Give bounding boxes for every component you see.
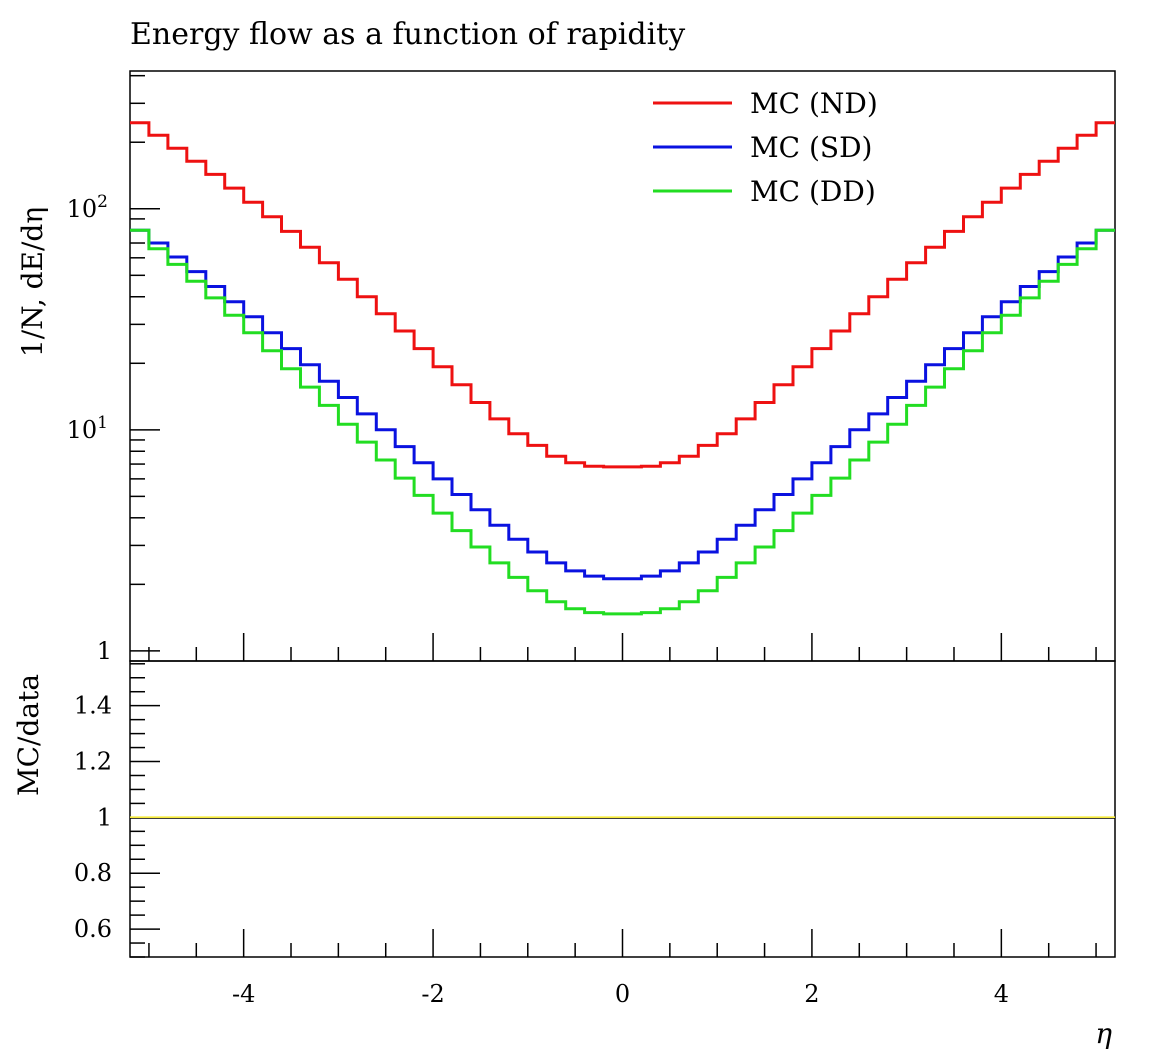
ratio-y-axis-label: MC/data (12, 674, 45, 796)
y-tick-label: 101 (67, 413, 108, 444)
main-plot-frame (129, 70, 1116, 662)
ratio-axis-ticks: -4 -2 0 2 4 0.6 0.8 1 1.2 1.4 (74, 663, 1097, 1008)
x-tick-label: -4 (232, 980, 255, 1008)
y-tick-label: 1 (97, 637, 112, 665)
ratio-series-layer (130, 816, 1115, 819)
x-tick-label: 0 (615, 980, 630, 1008)
ratio-y-tick-label: 0.6 (74, 915, 112, 943)
ratio-y-tick-label: 0.8 (74, 859, 112, 887)
main-y-axis-label: 1/N, dE/dη (16, 207, 49, 357)
x-axis-label: η (1095, 1017, 1112, 1050)
ratio-y-tick-label: 1.4 (74, 692, 112, 720)
legend: MC (ND) MC (SD) MC (DD) (653, 87, 878, 208)
y-tick-label: 102 (67, 192, 108, 223)
ratio-plot-frame (129, 660, 1116, 958)
series-line-0 (130, 121, 1115, 469)
chart-title: Energy flow as a function of rapidity (130, 17, 685, 52)
x-tick-label: 2 (804, 980, 819, 1008)
legend-label-1: MC (SD) (750, 131, 872, 164)
x-tick-label: 4 (994, 980, 1009, 1008)
ratio-y-tick-label: 1.2 (74, 748, 112, 776)
legend-label-2: MC (DD) (750, 175, 876, 208)
series-line-2 (130, 228, 1115, 616)
ratio-y-tick-label: 1 (97, 803, 112, 831)
data-series-layer (130, 121, 1115, 616)
x-tick-label: -2 (421, 980, 444, 1008)
series-line-1 (130, 228, 1115, 581)
legend-label-0: MC (ND) (750, 87, 878, 120)
main-axis-ticks: 1 101 102 (67, 74, 1097, 665)
